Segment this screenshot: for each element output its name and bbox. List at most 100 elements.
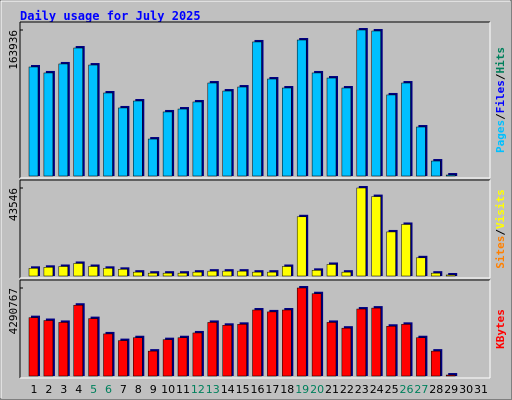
bar <box>326 322 337 377</box>
bar <box>207 270 218 277</box>
bar <box>386 231 396 277</box>
legend-label: Pages <box>494 120 507 153</box>
x-tick-label: 15 <box>236 383 250 396</box>
x-tick-label: 6 <box>105 383 112 396</box>
bar <box>28 66 39 177</box>
bar <box>147 138 158 177</box>
bar <box>162 339 173 377</box>
bar <box>43 320 54 377</box>
bar <box>341 87 352 177</box>
bar-shadow <box>448 272 458 276</box>
bar <box>311 270 322 277</box>
legend-label: KBytes <box>494 309 507 349</box>
x-tick-label: 12 <box>191 383 205 396</box>
legend: KBytes <box>494 309 507 349</box>
bar <box>28 317 39 377</box>
bar <box>356 29 367 177</box>
x-tick-label: 22 <box>340 383 354 396</box>
x-tick-label: 17 <box>265 383 279 396</box>
bar <box>192 332 203 377</box>
bar <box>445 374 456 377</box>
bar <box>103 92 113 177</box>
bar <box>296 287 307 377</box>
x-tick-label: 31 <box>474 383 488 396</box>
bar <box>58 266 69 277</box>
legend-label: Visits <box>494 189 507 229</box>
bar <box>58 322 69 377</box>
bar <box>103 333 113 377</box>
bar <box>282 266 292 277</box>
bar <box>88 64 98 177</box>
bar <box>43 267 54 277</box>
bar <box>207 322 218 377</box>
bar <box>133 337 143 377</box>
bar <box>311 72 322 177</box>
legend: Pages/Files/Hits <box>494 47 507 153</box>
bar <box>222 325 232 377</box>
bar <box>296 216 307 277</box>
bar <box>118 340 128 377</box>
bar <box>58 63 69 177</box>
bar <box>177 337 188 377</box>
bar <box>356 308 367 377</box>
bar <box>162 111 173 177</box>
x-tick-label: 5 <box>90 383 97 396</box>
x-tick-label: 2 <box>45 383 52 396</box>
bar <box>237 324 247 377</box>
x-tick-label: 27 <box>414 383 428 396</box>
bar <box>401 82 411 177</box>
x-tick-label: 19 <box>295 383 309 396</box>
x-tick-label: 11 <box>176 383 190 396</box>
x-tick-label: 4 <box>75 383 82 396</box>
bar <box>416 257 426 277</box>
x-tick-label: 28 <box>429 383 443 396</box>
bar <box>162 272 173 277</box>
bar <box>177 108 188 177</box>
x-tick-label: 30 <box>459 383 473 396</box>
bar <box>416 126 426 177</box>
bar <box>311 293 322 377</box>
bar <box>88 266 98 277</box>
bar <box>431 272 441 277</box>
bar <box>43 72 54 177</box>
bar <box>133 100 143 177</box>
bar <box>73 47 83 177</box>
x-tick-label: 14 <box>221 383 235 396</box>
bar <box>282 309 292 377</box>
legend-label: / <box>494 113 507 120</box>
bar <box>371 307 381 377</box>
x-tick-label: 29 <box>444 383 458 396</box>
x-tick-label: 9 <box>150 383 157 396</box>
bar <box>431 350 441 377</box>
bar <box>207 82 218 177</box>
bar <box>103 268 113 277</box>
bar <box>267 78 277 177</box>
x-tick-label: 20 <box>310 383 324 396</box>
bar-shadow <box>448 173 458 176</box>
bar <box>326 77 337 177</box>
chart-title: Daily usage for July 2025 <box>20 9 201 23</box>
bar <box>252 41 262 177</box>
bar <box>282 87 292 177</box>
bar <box>88 318 98 377</box>
bar <box>222 270 232 277</box>
bar <box>252 271 262 277</box>
legend: Sites/Visits <box>494 189 507 269</box>
bar <box>445 274 456 277</box>
bar <box>133 271 143 277</box>
x-tick-label: 21 <box>325 383 339 396</box>
bar-shadow <box>448 373 458 376</box>
bar <box>386 94 396 177</box>
bar <box>326 264 337 277</box>
y-tick-label: 163936 <box>7 30 20 70</box>
bar <box>73 263 83 277</box>
y-tick-label: 43546 <box>7 188 20 221</box>
x-tick-label: 7 <box>120 383 127 396</box>
bar <box>401 324 411 377</box>
bar <box>237 86 247 177</box>
bar <box>296 39 307 177</box>
legend-label: / <box>494 73 507 80</box>
bar <box>386 326 396 377</box>
legend-label: / <box>494 229 507 236</box>
